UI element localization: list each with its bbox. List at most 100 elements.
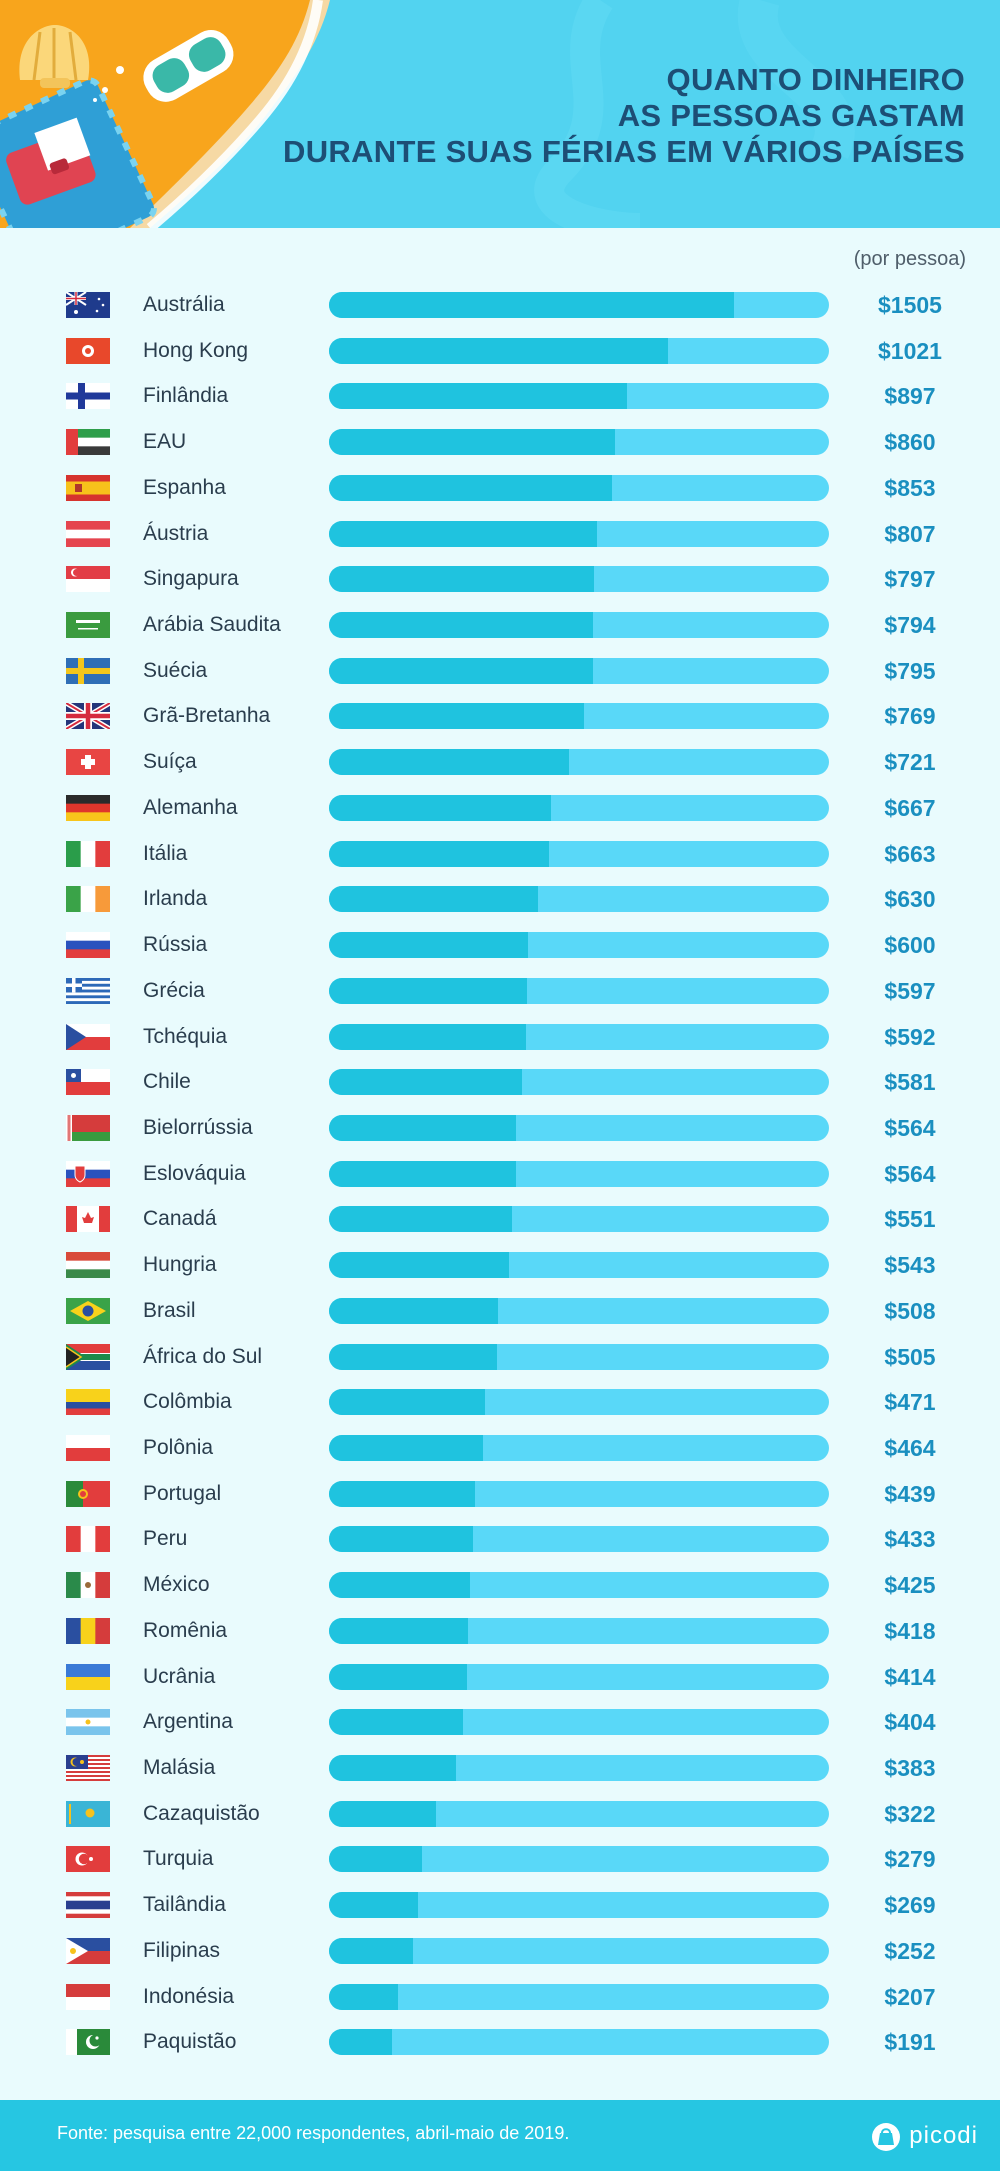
bar <box>329 1435 484 1461</box>
data-label: $269 <box>884 1892 936 1919</box>
brand-logo: picodi <box>869 2116 978 2156</box>
bar <box>329 703 585 730</box>
co-flag-icon <box>66 1389 110 1416</box>
bar <box>329 886 539 913</box>
bar <box>329 429 615 456</box>
category-label: Ucrânia <box>143 1664 216 1688</box>
bar-track <box>329 1435 829 1461</box>
bar-track <box>329 1023 829 1050</box>
bar <box>329 1389 486 1416</box>
se-flag-icon <box>66 657 110 684</box>
data-label: $797 <box>884 566 936 593</box>
category-label: Áustria <box>143 521 209 545</box>
category-label: Romênia <box>143 1618 228 1642</box>
bar <box>329 840 550 867</box>
mx-flag-icon <box>66 1572 110 1599</box>
bar-track <box>329 337 829 364</box>
category-label: Peru <box>143 1527 188 1551</box>
bar <box>329 749 569 776</box>
bar-track <box>329 1572 829 1599</box>
data-label: $191 <box>884 2029 936 2056</box>
bar <box>329 1252 510 1279</box>
category-label: Alemanha <box>143 795 238 819</box>
chart-row: Paquistão $191 <box>0 2022 1000 2068</box>
category-label: Suécia <box>143 658 208 682</box>
category-label: Indonésia <box>143 1984 235 2008</box>
category-label: Colômbia <box>143 1390 232 1414</box>
bar-track <box>329 1846 829 1873</box>
footer: Fonte: pesquisa entre 22,000 respondente… <box>0 2100 1000 2171</box>
chart-row: Malásia $383 <box>0 1748 1000 1794</box>
chart-row: Turquia $279 <box>0 1839 1000 1885</box>
bar <box>329 1755 457 1782</box>
bar-track <box>329 1069 829 1096</box>
bar <box>329 1983 398 2010</box>
category-label: Canadá <box>143 1207 217 1231</box>
bar <box>329 1114 517 1141</box>
category-label: Portugal <box>143 1481 222 1505</box>
gr-flag-icon <box>66 977 110 1004</box>
chart-row: Grã-Bretanha $769 <box>0 696 1000 742</box>
bar-track <box>329 1160 829 1187</box>
bar <box>329 612 593 639</box>
chart-row: Suécia $795 <box>0 651 1000 697</box>
bar-track <box>329 566 829 593</box>
de-flag-icon <box>66 794 110 821</box>
bar-track <box>329 749 829 776</box>
data-label: $592 <box>884 1023 936 1050</box>
category-label: Finlândia <box>143 384 229 408</box>
data-label: $667 <box>884 794 936 821</box>
chart-row: Irlanda $630 <box>0 879 1000 925</box>
chart-row: Espanha $853 <box>0 468 1000 514</box>
category-label: Chile <box>143 1070 191 1094</box>
data-label: $1505 <box>878 292 942 318</box>
bar-track <box>329 1663 829 1690</box>
category-label: México <box>143 1573 210 1597</box>
category-label: Tchéquia <box>143 1024 228 1048</box>
category-label: Arábia Saudita <box>143 613 281 637</box>
data-label: $581 <box>884 1069 936 1096</box>
data-label: $404 <box>884 1709 936 1736</box>
title-line-3: DURANTE SUAS FÉRIAS EM VÁRIOS PAÍSES <box>283 134 965 169</box>
bar <box>329 1526 473 1553</box>
chart-row: Polônia $464 <box>0 1428 1000 1474</box>
unit-label: (por pessoa) <box>853 248 966 270</box>
beach-illustration <box>0 0 855 228</box>
data-label: $439 <box>884 1480 936 1507</box>
bar <box>329 1023 526 1050</box>
ph-flag-icon <box>66 1937 110 1964</box>
bar-track <box>329 1206 829 1233</box>
tr-flag-icon <box>66 1846 110 1873</box>
category-label: África do Sul <box>143 1344 263 1368</box>
chart-row: Singapura $797 <box>0 559 1000 605</box>
data-label: $897 <box>884 383 936 410</box>
category-label: Rússia <box>143 933 208 957</box>
chart-row: Filipinas $252 <box>0 1931 1000 1977</box>
data-label: $597 <box>884 977 936 1004</box>
category-label: Malásia <box>143 1756 216 1780</box>
bar-track <box>329 383 829 410</box>
chart-row: Finlândia $897 <box>0 376 1000 422</box>
data-label: $418 <box>884 1617 936 1644</box>
sg-flag-icon <box>66 566 110 593</box>
bar <box>329 1206 513 1233</box>
category-label: Polônia <box>143 1436 214 1459</box>
data-label: $807 <box>884 520 936 547</box>
data-label: $860 <box>884 429 936 456</box>
chart-row: Eslováquia $564 <box>0 1154 1000 1200</box>
data-label: $464 <box>884 1435 936 1461</box>
data-label: $564 <box>884 1160 936 1187</box>
ru-flag-icon <box>66 932 110 959</box>
ie-flag-icon <box>66 886 110 913</box>
bar <box>329 1617 468 1644</box>
ro-flag-icon <box>66 1617 110 1644</box>
data-label: $252 <box>884 1937 936 1964</box>
gb-flag-icon <box>66 703 110 730</box>
bar-track <box>329 794 829 821</box>
data-label: $663 <box>884 840 936 867</box>
chart-row: Hong Kong $1021 <box>0 331 1000 377</box>
bar-track <box>329 612 829 639</box>
data-label: $414 <box>884 1663 936 1690</box>
bar-track <box>329 977 829 1004</box>
chart-row: Cazaquistão $322 <box>0 1794 1000 1840</box>
